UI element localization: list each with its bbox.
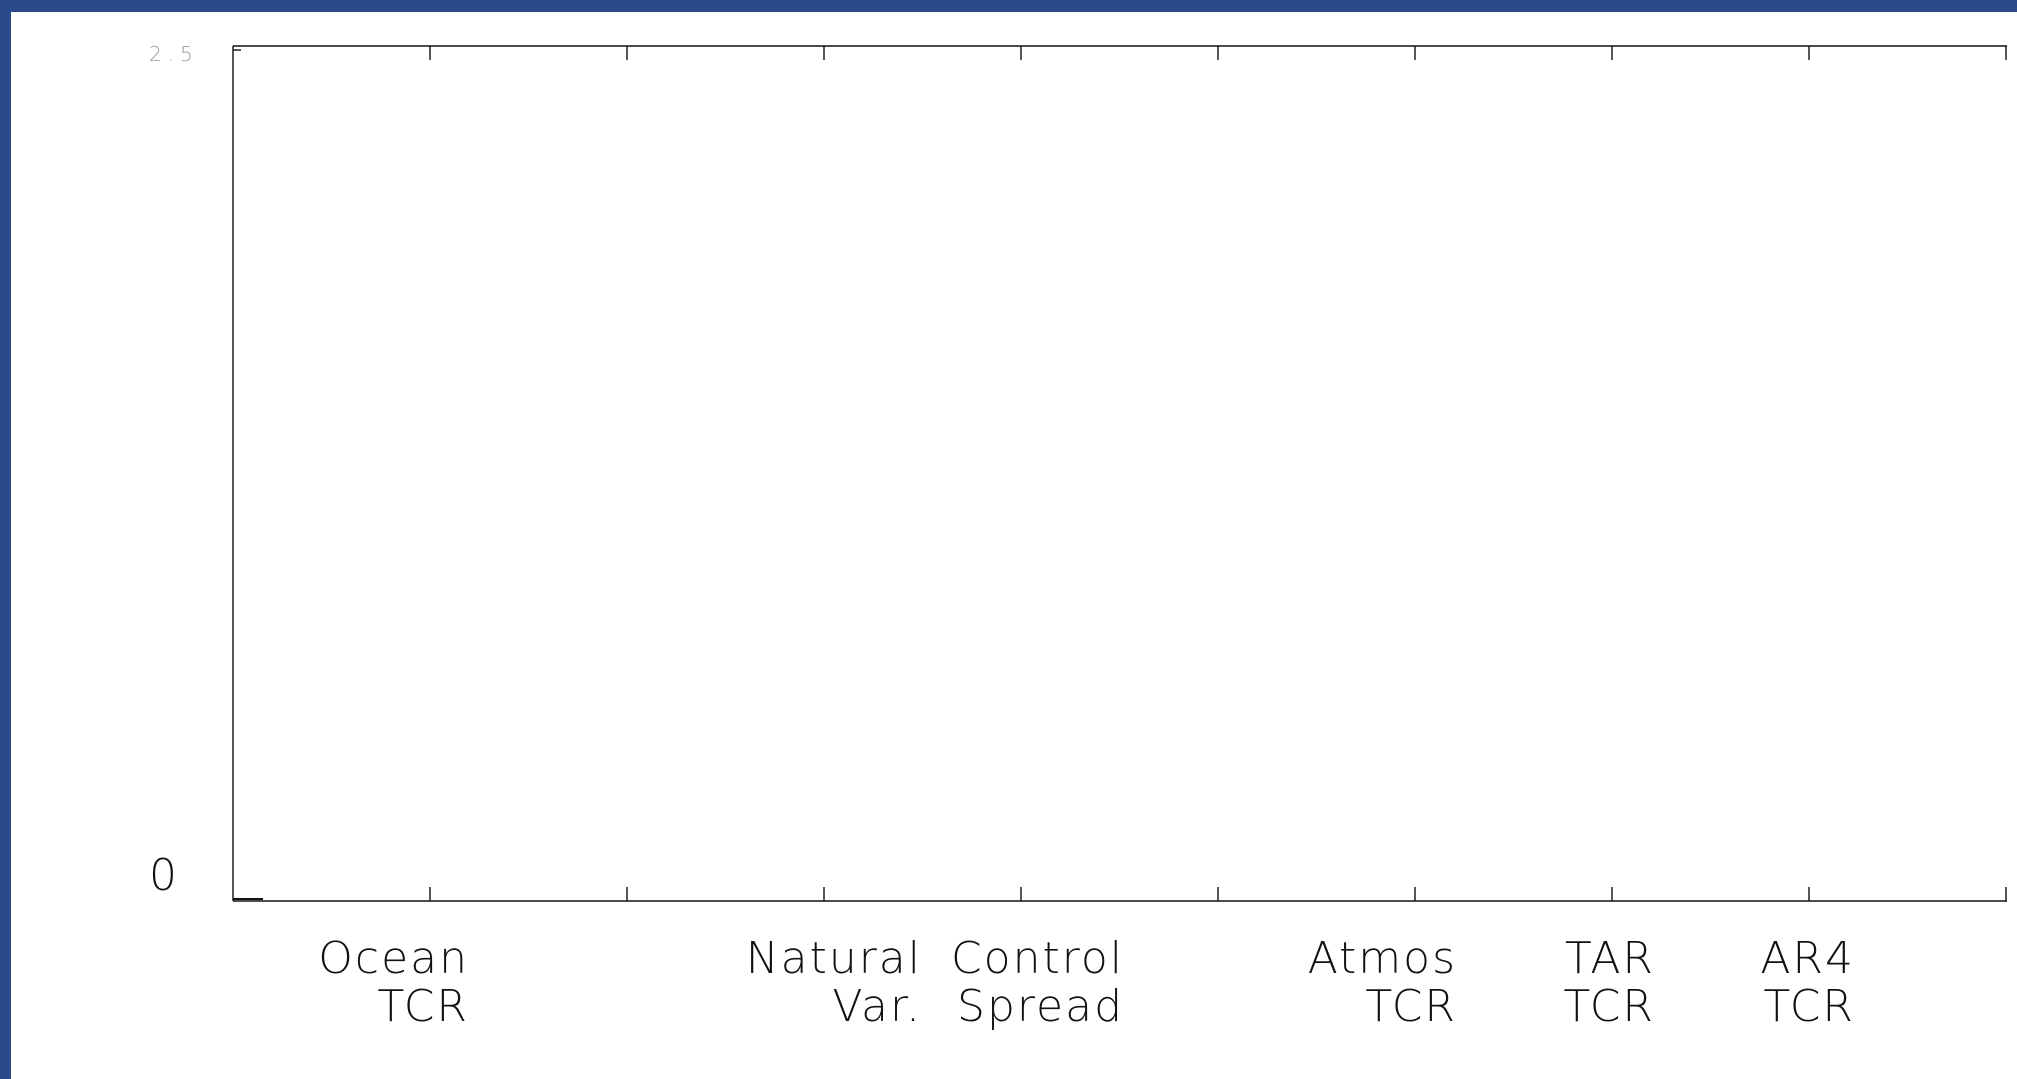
x-tick-label: Control xyxy=(951,933,1124,984)
x-tick-label: TCR xyxy=(1365,981,1457,1032)
axes xyxy=(232,45,2007,902)
chart-canvas: 0 2.5 OceanTCRNaturalVar.ControlSpreadAt… xyxy=(149,42,2007,1032)
x-tick-label: Ocean xyxy=(318,933,469,984)
x-ticks xyxy=(233,46,2007,901)
x-tick-label: TCR xyxy=(377,981,469,1032)
chart-panel: 0 2.5 Ocean TCR Natural Var. Control Spread At… xyxy=(11,12,2017,1079)
x-tick-label: Var. xyxy=(832,981,922,1032)
y-tick-label-0: 0 xyxy=(149,850,179,901)
x-tick-label: Spread xyxy=(957,981,1124,1032)
x-tick-label: Natural xyxy=(746,933,922,984)
x-tick-label: TCR xyxy=(1763,981,1855,1032)
x-tick-label: TCR xyxy=(1563,981,1655,1032)
x-tick-label: AR4 xyxy=(1760,933,1855,984)
y-tick-label-top: 2.5 xyxy=(149,42,199,66)
x-tick-label: Atmos xyxy=(1308,933,1457,984)
x-tick-labels: OceanTCRNaturalVar.ControlSpreadAtmosTCR… xyxy=(318,933,1855,1032)
x-tick-label: TAR xyxy=(1565,933,1655,984)
